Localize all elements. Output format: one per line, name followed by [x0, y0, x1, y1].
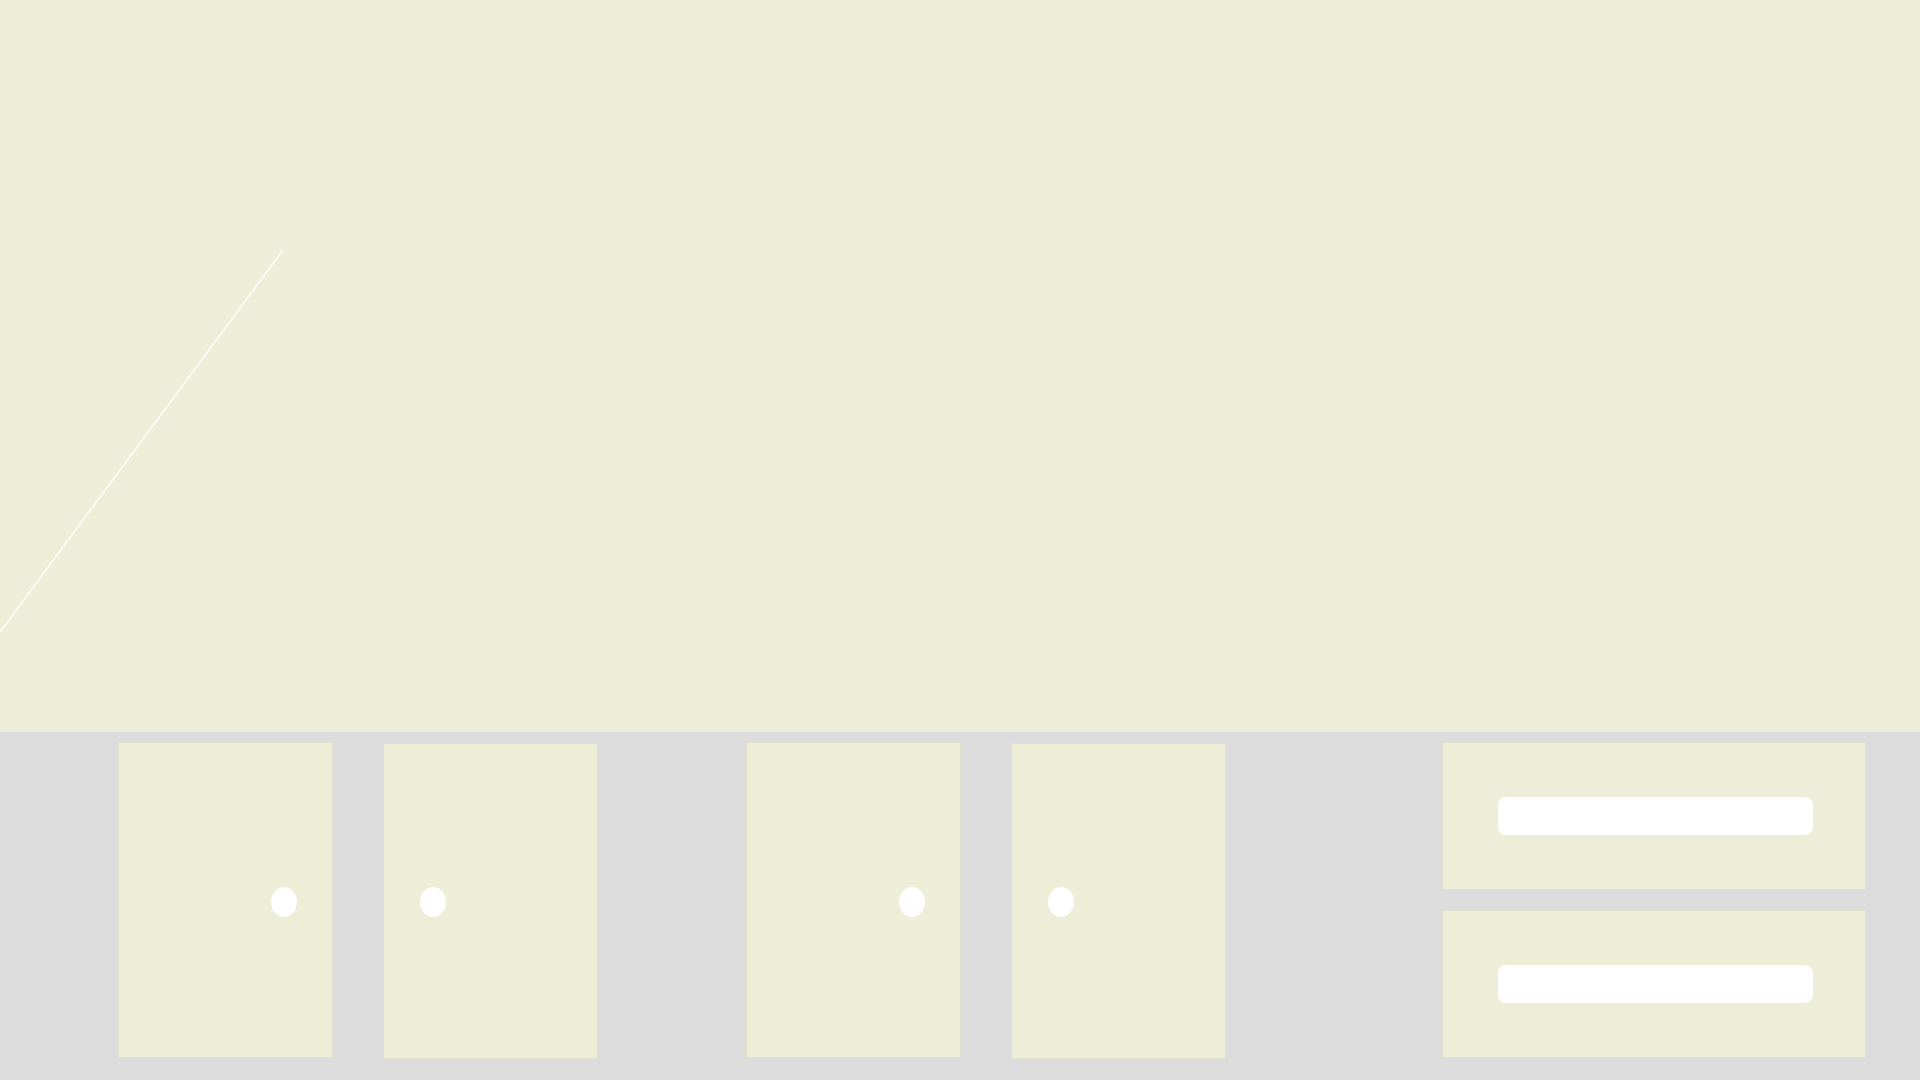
door-knob[interactable] — [1048, 887, 1074, 917]
top-drawer[interactable] — [1442, 742, 1866, 890]
center-cabinet-right-door[interactable] — [1011, 743, 1226, 1059]
door-knob[interactable] — [271, 887, 297, 917]
wall-crack-line — [0, 249, 284, 633]
left-cabinet-right-door[interactable] — [383, 743, 598, 1059]
wall — [0, 0, 1920, 732]
center-cabinet-left-door[interactable] — [746, 742, 961, 1058]
door-knob[interactable] — [899, 887, 925, 917]
left-cabinet-left-door[interactable] — [118, 742, 333, 1058]
bottom-drawer[interactable] — [1442, 910, 1866, 1058]
drawer-handle[interactable] — [1498, 797, 1813, 835]
door-knob[interactable] — [420, 887, 446, 917]
drawer-handle[interactable] — [1498, 965, 1813, 1003]
